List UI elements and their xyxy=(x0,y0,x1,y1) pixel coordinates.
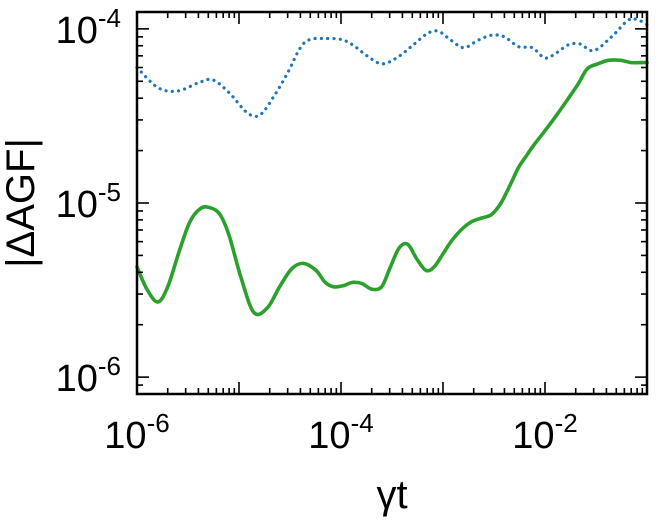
y-tick-label: 10-5 xyxy=(56,177,121,226)
y-tick-label: 10-6 xyxy=(56,351,121,400)
series-line-dotted xyxy=(135,17,649,119)
series-line-solid xyxy=(135,58,649,317)
plot-frame xyxy=(135,10,649,396)
x-axis-title: γt xyxy=(376,473,407,517)
x-tick-label: 10-6 xyxy=(104,408,169,457)
series-layer xyxy=(135,17,649,317)
ticks-layer xyxy=(136,12,648,395)
x-tick-label: 10-4 xyxy=(308,408,373,457)
y-tick-label: 10-4 xyxy=(56,3,121,52)
y-axis-title: |ΔAGF| xyxy=(0,138,43,268)
labels-layer: 10-6 10-4 10-2 10-6 10-5 10-4 xyxy=(56,3,578,457)
x-tick-label: 10-2 xyxy=(512,408,577,457)
